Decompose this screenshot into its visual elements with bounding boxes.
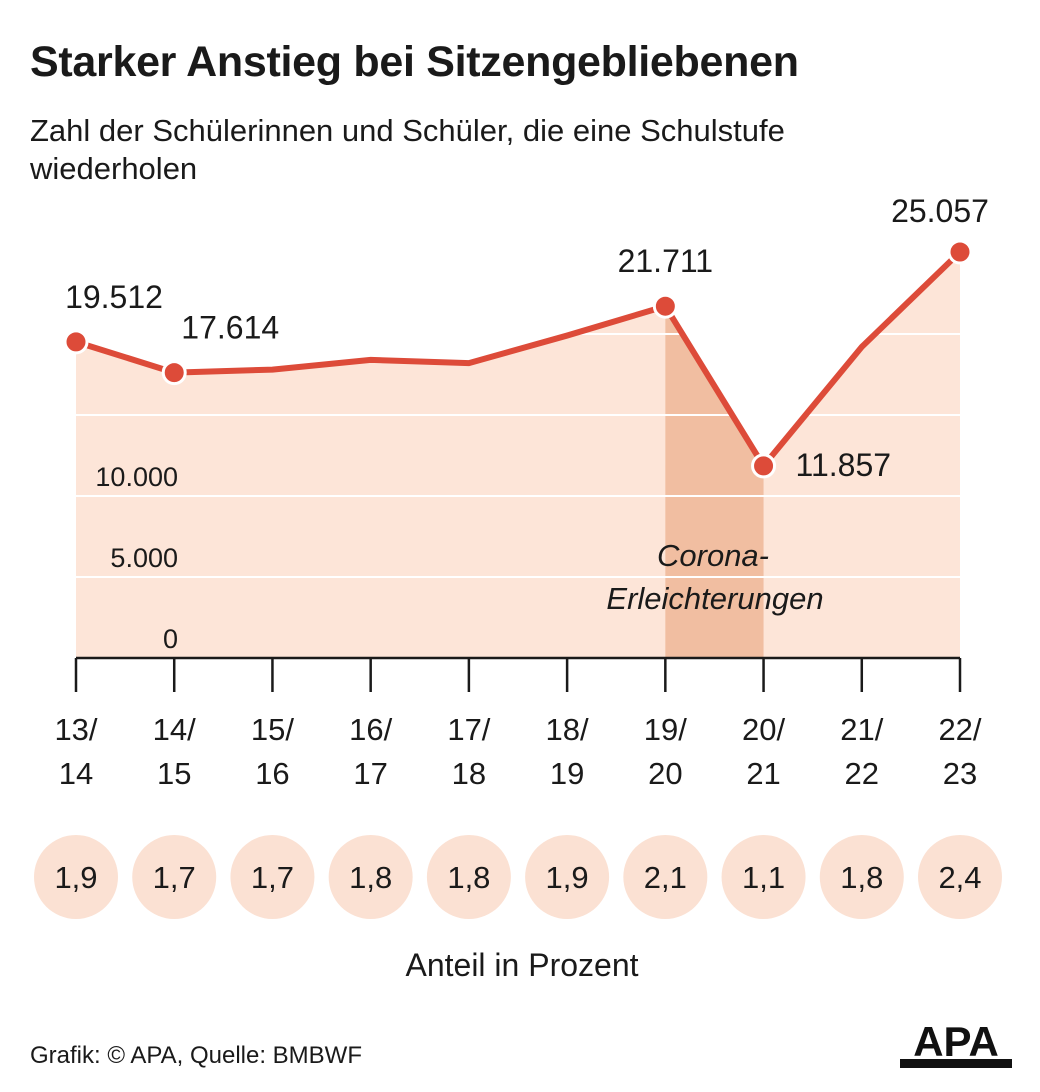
x-tick-label-top: 16/: [349, 712, 392, 747]
data-point: [63, 329, 89, 355]
chart-title: Starker Anstieg bei Sitzengebliebenen: [30, 38, 799, 86]
x-tick-label-top: 14/: [153, 712, 196, 747]
x-tick-label-bottom: 16: [255, 756, 289, 791]
x-tick-label-bottom: 14: [59, 756, 93, 791]
percent-circle: [230, 835, 315, 919]
percent-value: 1,8: [840, 860, 883, 895]
x-tick-label-bottom: 21: [746, 756, 780, 791]
x-tick-label-top: 18/: [546, 712, 589, 747]
x-tick-label-bottom: 22: [845, 756, 879, 791]
line-area-chart: 0 5.000 10.000 13/14 14/15 15/16 16/17 17/18 18/…: [34, 193, 1002, 983]
x-tick-label-top: 13/: [54, 712, 97, 747]
percent-value: 1,7: [251, 860, 294, 895]
y-tick-label: 0: [163, 624, 178, 654]
x-tick-label-top: 22/: [938, 712, 981, 747]
percent-circle: [819, 835, 904, 919]
data-point: [161, 360, 187, 386]
percent-value: 1,8: [447, 860, 490, 895]
x-tick-label-top: 21/: [840, 712, 883, 747]
x-tick-label-top: 17/: [447, 712, 490, 747]
highlight-label: Corona-: [657, 538, 769, 573]
data-point: [652, 293, 678, 319]
data-label: 25.057: [891, 193, 989, 229]
data-point: [947, 239, 973, 265]
x-tick-label-bottom: 18: [452, 756, 486, 791]
apa-logo: APA: [900, 1018, 1012, 1068]
percent-circle: [918, 835, 1002, 919]
percent-value: 1,8: [349, 860, 392, 895]
data-label: 21.711: [618, 243, 714, 279]
percent-circle: [132, 835, 217, 919]
y-tick-label: 5.000: [110, 543, 178, 573]
data-label: 11.857: [796, 447, 892, 483]
x-tick-label-top: 15/: [251, 712, 294, 747]
x-tick-label-bottom: 15: [157, 756, 191, 791]
source-credit: Grafik: © APA, Quelle: BMBWF: [30, 1042, 362, 1069]
percent-circle: [328, 835, 413, 919]
x-tick-label-bottom: 17: [353, 756, 387, 791]
percent-circle: [623, 835, 708, 919]
x-tick-label-top: 20/: [742, 712, 785, 747]
series-line: [73, 249, 963, 469]
percent-circle: [426, 835, 511, 919]
corona-highlight-band: [665, 306, 764, 658]
x-tick-label-bottom: 23: [943, 756, 977, 791]
x-tick-label-bottom: 20: [648, 756, 682, 791]
percent-value: 1,9: [54, 860, 97, 895]
percent-circle: [525, 835, 610, 919]
x-tick-label-bottom: 19: [550, 756, 584, 791]
svg-text:APA: APA: [913, 1018, 999, 1065]
y-tick-label: 10.000: [95, 462, 178, 492]
data-label: 17.614: [181, 310, 279, 346]
data-label: 19.512: [65, 279, 163, 315]
data-point: [751, 453, 777, 479]
percent-circle: [721, 835, 806, 919]
percent-value: 1,9: [546, 860, 589, 895]
percent-value: 1,7: [153, 860, 196, 895]
percent-caption: Anteil in Prozent: [405, 947, 638, 983]
x-tick-label-top: 19/: [644, 712, 687, 747]
percent-circle: [34, 835, 118, 919]
percent-value: 2,1: [644, 860, 687, 895]
percent-value: 2,4: [938, 860, 981, 895]
chart-subtitle: Zahl der Schülerinnen und Schüler, die e…: [30, 113, 785, 186]
highlight-label: Erleichterungen: [606, 581, 823, 616]
percent-value: 1,1: [742, 860, 785, 895]
